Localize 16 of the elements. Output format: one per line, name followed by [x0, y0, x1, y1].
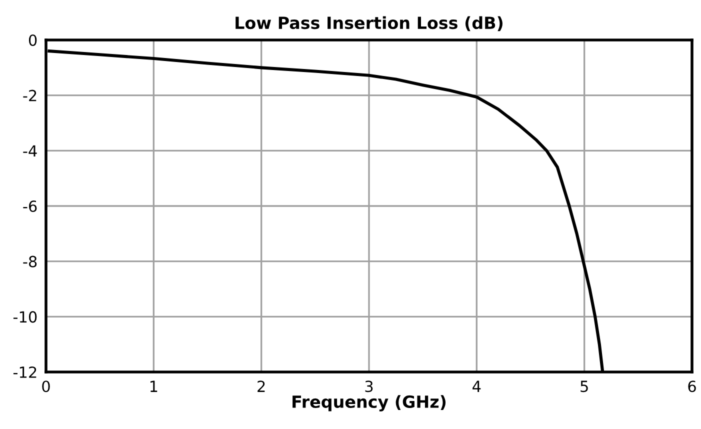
x-tick-label: 3	[365, 380, 373, 392]
x-tick-label: 4	[472, 380, 481, 392]
y-tick-label: 0	[28, 34, 37, 46]
y-tick-label: -4	[23, 145, 37, 156]
y-tick-label: -6	[23, 200, 37, 212]
chart-title: Low Pass Insertion Loss (dB)	[236, 16, 502, 32]
x-tick-label: 5	[580, 380, 588, 392]
y-tick-label: -8	[23, 256, 37, 268]
x-tick-label: 6	[688, 380, 696, 392]
x-tick-label: 2	[258, 380, 265, 392]
x-tick-label: 0	[42, 380, 50, 392]
y-tick-label: -2	[23, 90, 36, 102]
y-tick-label: -12	[13, 366, 36, 378]
x-axis-title: Frequency (GHz)	[292, 395, 446, 412]
y-tick-label: -10	[13, 311, 37, 323]
x-tick-label: 1	[150, 380, 158, 392]
